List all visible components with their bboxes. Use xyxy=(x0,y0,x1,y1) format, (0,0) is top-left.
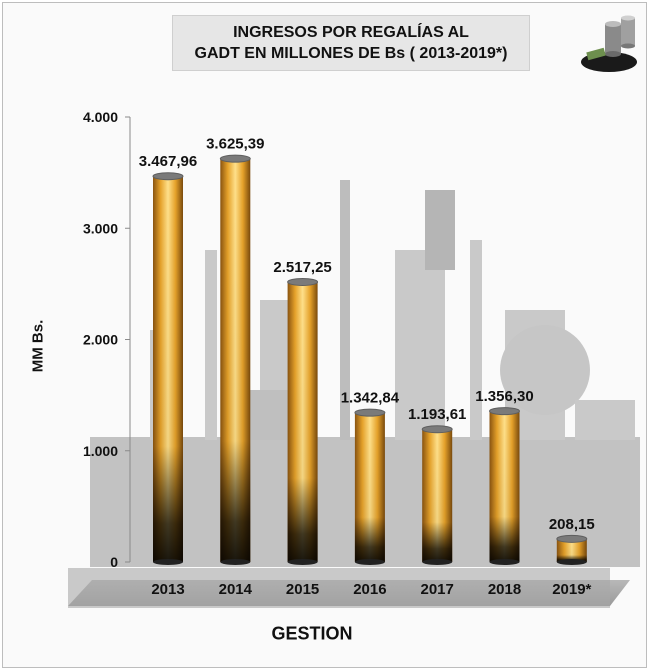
y-axis-label: MM Bs. xyxy=(29,319,47,373)
bar xyxy=(152,172,184,565)
y-tick-label: 1.000 xyxy=(83,443,118,459)
bar-cap xyxy=(152,172,184,181)
bar-shadow xyxy=(489,411,520,562)
bar-base xyxy=(489,559,520,565)
bar-shadow xyxy=(354,412,385,562)
bar xyxy=(556,534,588,565)
chart-title-box: INGRESOS POR REGALÍAS AL GADT EN MILLONE… xyxy=(172,15,530,71)
chart-title-line-1: INGRESOS POR REGALÍAS AL xyxy=(233,24,469,41)
bar-shadow xyxy=(153,176,183,562)
bar-value-label: 3.467,96 xyxy=(139,153,197,170)
x-tick-label: 2015 xyxy=(286,581,319,598)
bar-base xyxy=(556,559,587,565)
bar-shadow xyxy=(287,281,318,562)
y-tick-label: 2.000 xyxy=(83,332,118,348)
bar-cap xyxy=(556,534,588,543)
bar-value-label: 1.193,61 xyxy=(408,406,466,423)
bar-cap xyxy=(354,408,386,417)
bar-value-label: 1.342,84 xyxy=(341,390,400,407)
x-axis-label: GESTION xyxy=(271,623,353,644)
bar-cap xyxy=(219,154,251,163)
chart-floor-front xyxy=(68,568,610,608)
bar-cap xyxy=(421,425,453,434)
bar xyxy=(219,154,251,565)
y-tick-label: 4.000 xyxy=(83,109,118,125)
bar-value-label: 208,15 xyxy=(549,516,595,533)
bar-base xyxy=(287,559,318,565)
bar-base xyxy=(422,559,453,565)
bar-shadow xyxy=(556,538,587,562)
bar-value-label: 2.517,25 xyxy=(273,259,331,276)
bar xyxy=(421,425,453,565)
bar-base xyxy=(220,559,251,565)
bar-value-label: 3.625,39 xyxy=(206,136,264,153)
bar xyxy=(354,408,386,565)
bar-shadow xyxy=(422,429,453,562)
x-tick-label: 2014 xyxy=(219,581,253,598)
bar xyxy=(489,407,520,565)
bar-base xyxy=(153,559,183,565)
x-tick-label: 2013 xyxy=(151,581,184,598)
bar-cap xyxy=(489,407,520,416)
oil-barrels-money-icon xyxy=(581,15,637,72)
bar-base xyxy=(354,559,385,565)
bar-shadow xyxy=(220,158,251,563)
x-tick-label: 2016 xyxy=(353,581,386,598)
y-tick-label: 3.000 xyxy=(83,220,118,236)
bar-cap xyxy=(287,277,319,286)
x-tick-label: 2017 xyxy=(421,581,454,598)
chart-title-line-2: GADT EN MILLONES DE Bs ( 2013-2019*) xyxy=(194,45,508,62)
x-tick-label: 2018 xyxy=(488,581,521,598)
x-tick-label: 2019* xyxy=(552,581,591,598)
bar-value-label: 1.356,30 xyxy=(475,388,533,405)
bar xyxy=(287,277,319,565)
y-tick-label: 0 xyxy=(110,554,118,570)
